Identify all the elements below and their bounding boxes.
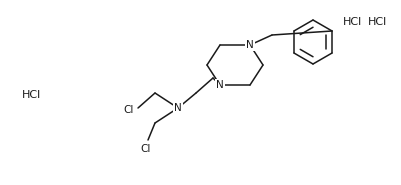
- Text: N: N: [216, 80, 223, 90]
- Text: N: N: [245, 40, 253, 50]
- Text: HCl: HCl: [342, 17, 362, 27]
- Text: HCl: HCl: [367, 17, 387, 27]
- Text: Cl: Cl: [124, 105, 134, 115]
- Text: HCl: HCl: [22, 90, 42, 100]
- Text: Cl: Cl: [140, 144, 151, 154]
- Text: N: N: [174, 103, 181, 113]
